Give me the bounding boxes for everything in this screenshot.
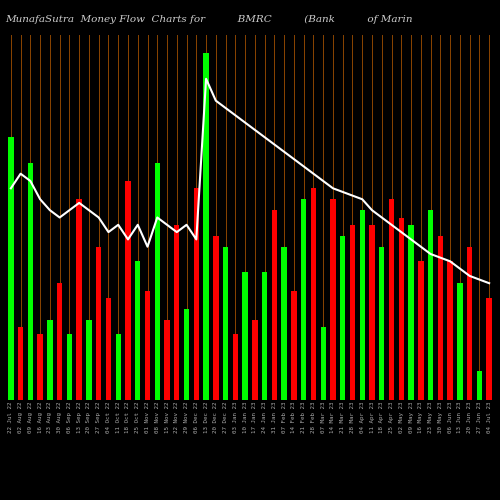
Bar — [438, 236, 443, 400]
Bar — [252, 320, 258, 400]
Bar — [174, 225, 180, 400]
Text: MunafaSutra  Money Flow  Charts for          BMRC          (Bank          of Mar: MunafaSutra Money Flow Charts for BMRC (… — [5, 15, 412, 24]
Bar — [418, 262, 424, 400]
Bar — [47, 320, 52, 400]
Bar — [76, 199, 82, 400]
Bar — [301, 199, 306, 400]
Bar — [272, 210, 277, 400]
Bar — [86, 320, 92, 400]
Bar — [379, 246, 384, 400]
Bar — [428, 210, 434, 400]
Bar — [28, 163, 33, 400]
Bar — [57, 283, 62, 400]
Bar — [457, 283, 462, 400]
Bar — [262, 272, 268, 400]
Bar — [311, 188, 316, 400]
Bar — [184, 308, 189, 400]
Bar — [398, 218, 404, 400]
Bar — [204, 53, 209, 400]
Bar — [340, 236, 345, 400]
Bar — [320, 327, 326, 400]
Bar — [106, 298, 111, 400]
Bar — [360, 210, 365, 400]
Bar — [350, 225, 355, 400]
Bar — [213, 236, 218, 400]
Bar — [164, 320, 170, 400]
Bar — [232, 334, 238, 400]
Bar — [96, 246, 102, 400]
Bar — [154, 163, 160, 400]
Bar — [223, 246, 228, 400]
Bar — [291, 290, 296, 400]
Bar — [18, 327, 24, 400]
Bar — [476, 371, 482, 400]
Bar — [145, 290, 150, 400]
Bar — [486, 298, 492, 400]
Bar — [408, 225, 414, 400]
Bar — [330, 199, 336, 400]
Bar — [242, 272, 248, 400]
Bar — [467, 246, 472, 400]
Bar — [116, 334, 121, 400]
Bar — [38, 334, 43, 400]
Bar — [389, 199, 394, 400]
Bar — [448, 262, 453, 400]
Bar — [66, 334, 72, 400]
Bar — [8, 137, 14, 400]
Bar — [370, 225, 374, 400]
Bar — [282, 246, 287, 400]
Bar — [194, 188, 199, 400]
Bar — [135, 262, 140, 400]
Bar — [126, 181, 130, 400]
